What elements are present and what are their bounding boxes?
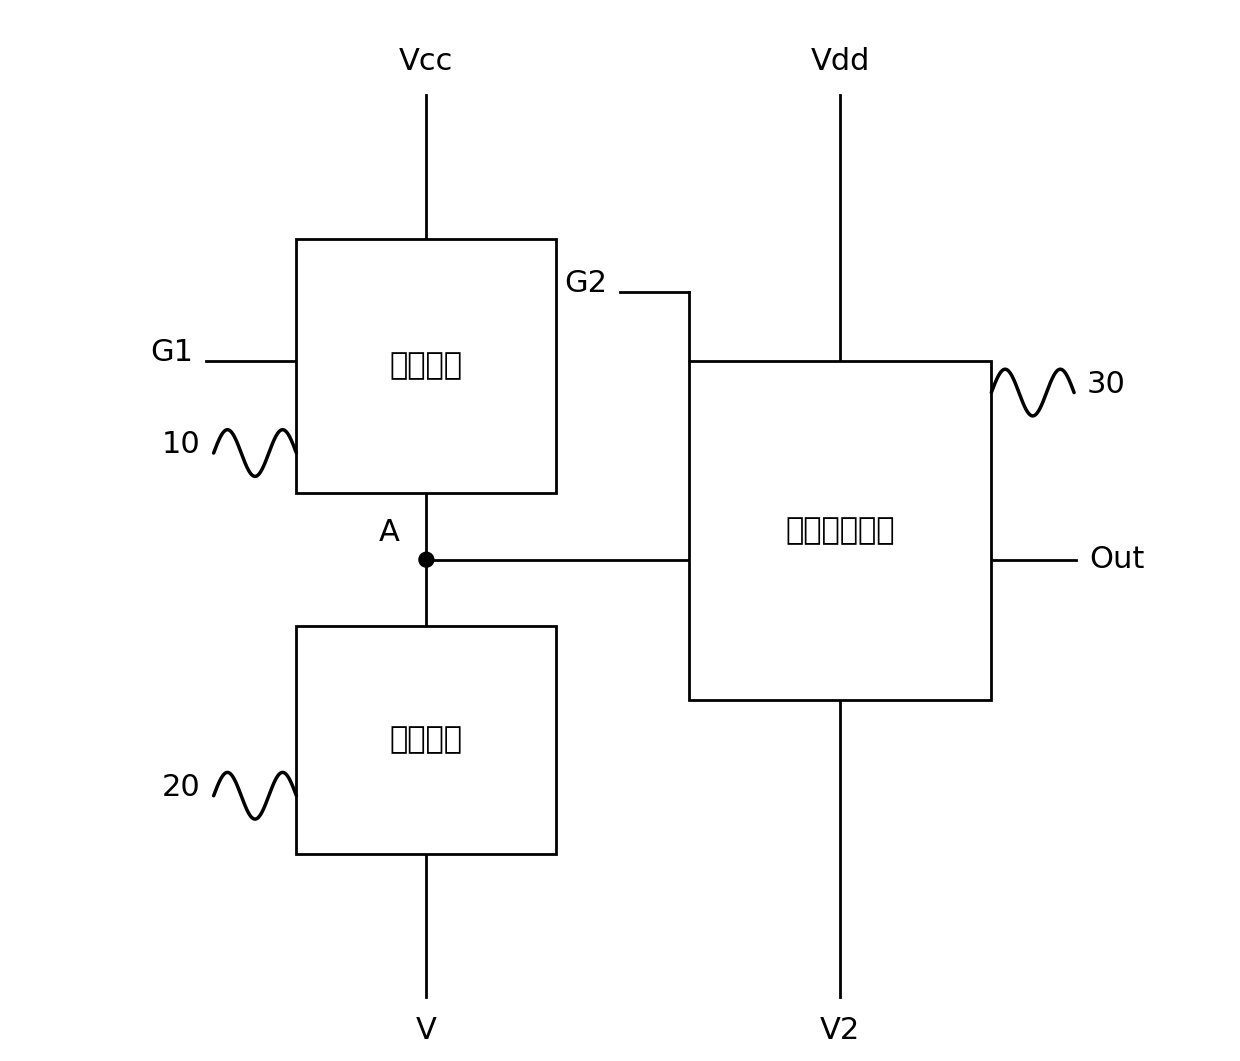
Text: A: A bbox=[379, 518, 399, 547]
Text: G1: G1 bbox=[150, 338, 193, 367]
Text: Out: Out bbox=[1089, 545, 1145, 574]
Text: Vcc: Vcc bbox=[399, 48, 454, 76]
Circle shape bbox=[419, 552, 434, 567]
Bar bbox=[296, 626, 557, 854]
Text: 10: 10 bbox=[162, 430, 201, 459]
Text: 20: 20 bbox=[162, 772, 201, 802]
Text: V: V bbox=[415, 1016, 436, 1045]
Text: V2: V2 bbox=[820, 1016, 861, 1045]
Text: Vdd: Vdd bbox=[811, 48, 869, 76]
Text: 放大输出模块: 放大输出模块 bbox=[785, 516, 895, 545]
Text: G2: G2 bbox=[564, 268, 608, 298]
Bar bbox=[689, 361, 991, 700]
Text: 压电器件: 压电器件 bbox=[389, 726, 463, 754]
Text: 输入模块: 输入模块 bbox=[389, 351, 463, 381]
Bar bbox=[296, 239, 557, 493]
Text: 30: 30 bbox=[1086, 369, 1126, 399]
